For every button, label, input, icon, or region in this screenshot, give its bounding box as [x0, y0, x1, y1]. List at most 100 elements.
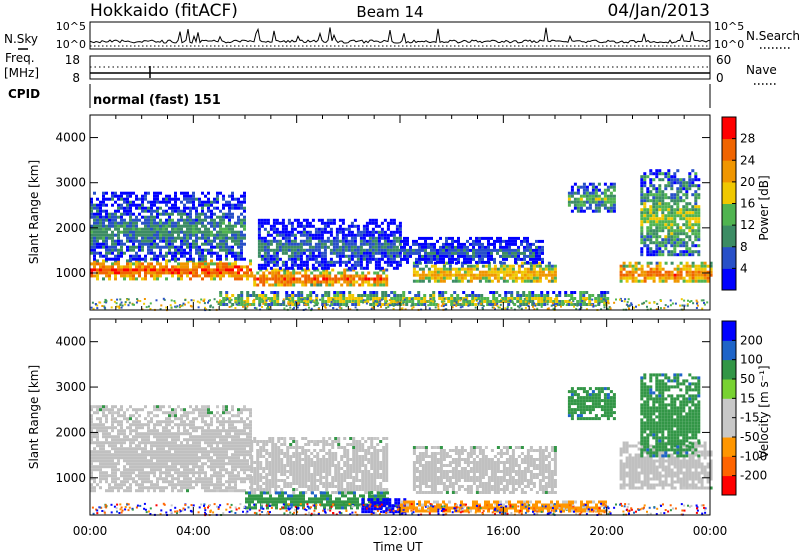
velocity-feature-1 [250, 437, 389, 494]
date-title: 04/Jan/2013 [607, 1, 710, 21]
power-cbar-label-3: 16 [740, 197, 755, 211]
velocity-cbar-label-0: 200 [740, 333, 763, 347]
time-axis: 00:00 04:00 08:00 12:00 16:00 20:00 00:00 [73, 115, 728, 538]
freq-tick-bottom: 8 [72, 71, 80, 85]
velocity-cbar-label-2: 50 [740, 372, 755, 386]
radar-title: Hokkaido (fitACF) [90, 1, 238, 21]
velocity-ytick-label-2: 2000 [55, 425, 86, 439]
velocity-frame [721, 320, 737, 496]
power-feature-6 [567, 182, 616, 213]
time-tick-label-3: 12:00 [383, 524, 418, 538]
power-swatch-6 [722, 138, 736, 161]
time-tick-label-6: 00:00 [693, 524, 728, 538]
velocity-swatch-2 [722, 437, 736, 457]
velocity-feature-5 [640, 373, 701, 458]
power-feature-0 [90, 259, 252, 281]
nsky-tick-bottom: 10^0 [56, 38, 86, 51]
velocity-swatch-8 [722, 321, 736, 341]
cpid-label: CPID [8, 87, 40, 101]
power-ytick-label-1: 3000 [55, 176, 86, 190]
power-feature-9 [219, 291, 610, 306]
velocity-swatch-1 [722, 456, 736, 477]
freq-tick-top: 18 [65, 53, 80, 67]
power-swatch-1 [722, 246, 736, 269]
velocity-ytick-label-3: 1000 [55, 471, 86, 485]
power-ylabel: Slant Range [km] [27, 160, 41, 264]
velocity-feature-2 [412, 446, 557, 494]
velocity-y-axis: 4000 3000 2000 1000 [55, 335, 710, 485]
power-cbar-label-4: 12 [740, 218, 755, 232]
nsky-trace [89, 27, 711, 47]
velocity-feature-4 [567, 387, 616, 421]
velocity-swatch-3 [722, 417, 736, 438]
freq-trace [90, 66, 710, 78]
power-data [90, 169, 713, 312]
freq-label-line2: [MHz] [4, 66, 39, 80]
velocity-cbar-label-5: -50 [740, 430, 760, 444]
velocity-swatch-7 [722, 340, 736, 361]
velocity-data [90, 373, 713, 517]
cpid-value: normal (fast) 151 [93, 93, 221, 108]
nsky-tick-top: 10^5 [56, 20, 86, 33]
power-cbar-label-1: 24 [740, 153, 755, 167]
velocity-swatch-5 [722, 379, 736, 399]
velocity-cbar-label-1: 100 [740, 353, 763, 367]
velocity-feature-0 [90, 405, 252, 493]
beam-title: Beam 14 [356, 3, 423, 21]
power-feature-7 [619, 261, 713, 283]
power-cbar-label-6: 4 [740, 261, 748, 275]
power-feature-3 [257, 218, 402, 270]
time-tick-label-0: 00:00 [73, 524, 108, 538]
velocity-feature-3 [619, 441, 713, 490]
velocity-cbar-label-3: 15 [740, 391, 755, 405]
power-colorbar: 28 24 20 16 12 8 4 [721, 116, 755, 291]
power-feature-5 [400, 236, 544, 264]
power-feature-1 [90, 191, 246, 261]
time-tick-label-5: 20:00 [589, 524, 624, 538]
velocity-cbar-label-4: -15 [740, 411, 760, 425]
velocity-noise [91, 502, 707, 517]
nsky-panel-frame [89, 21, 711, 50]
power-cbar-label-2: 20 [740, 175, 755, 189]
velocity-swatch-4 [722, 398, 736, 419]
time-axis-label: Time UT [372, 540, 423, 554]
freq-label-line1: Freq. [5, 51, 35, 65]
power-y-axis: 4000 3000 2000 1000 [55, 131, 710, 280]
power-feature-8 [640, 169, 701, 257]
velocity-ylabel: Slant Range [km] [27, 365, 41, 469]
velocity-colorbar-label: Velocity [m s⁻¹] [757, 365, 771, 458]
power-cbar-label-5: 8 [740, 240, 748, 254]
nsearch-tick-top: 10^5 [714, 20, 744, 33]
velocity-cbar-label-7: -200 [740, 469, 767, 483]
velocity-cbar-label-6: -100 [740, 449, 767, 463]
power-swatch-3 [722, 203, 736, 226]
power-ytick-label-3: 1000 [55, 266, 86, 280]
power-swatch-4 [722, 181, 736, 204]
nave-tick-bottom: 0 [716, 71, 724, 85]
nsearch-label: N.Search [746, 29, 800, 43]
power-swatch-5 [722, 160, 736, 183]
velocity-ytick-label-0: 4000 [55, 335, 86, 349]
nsky-label: N.Sky [4, 32, 38, 46]
power-colorbar-label: Power [dB] [757, 175, 771, 240]
velocity-swatch-0 [722, 475, 736, 496]
power-swatch-0 [722, 268, 736, 291]
time-tick-label-1: 04:00 [176, 524, 211, 538]
nsearch-tick-bottom: 10^0 [714, 38, 744, 51]
power-swatch-2 [722, 225, 736, 248]
power-feature-4 [412, 261, 557, 283]
velocity-colorbar: 200 100 50 15 -15 -50 -100 -200 [721, 320, 767, 496]
time-tick-label-2: 08:00 [279, 524, 314, 538]
velocity-ytick-label-1: 3000 [55, 380, 86, 394]
nave-label: Nave [746, 63, 777, 77]
time-tick-label-4: 16:00 [486, 524, 521, 538]
nave-tick-top: 60 [716, 53, 731, 67]
power-ytick-label-2: 2000 [55, 221, 86, 235]
velocity-swatch-6 [722, 359, 736, 380]
power-ytick-label-0: 4000 [55, 131, 86, 145]
power-cbar-label-0: 28 [740, 132, 755, 146]
power-feature-2 [250, 268, 389, 287]
nsky-line [89, 27, 711, 44]
power-swatch-7 [722, 117, 736, 140]
